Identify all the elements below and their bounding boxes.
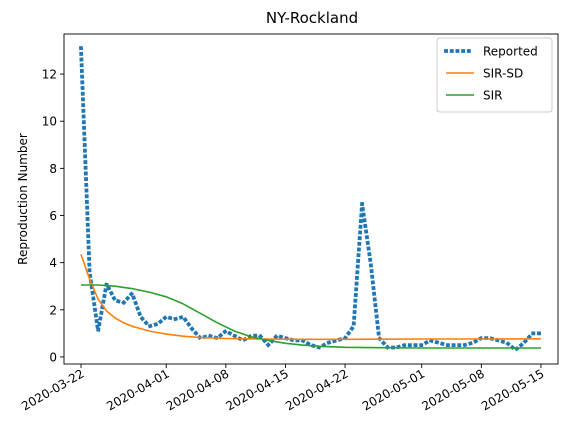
y-tick-label: 2 <box>49 303 57 317</box>
x-tick-label: 2020-04-08 <box>164 366 231 413</box>
x-tick-label: 2020-05-08 <box>419 366 486 413</box>
chart-title: NY-Rockland <box>266 9 358 27</box>
y-tick-label: 10 <box>42 115 57 129</box>
y-tick-label: 12 <box>42 68 57 82</box>
legend-box <box>436 37 553 113</box>
x-tick-label: 2020-04-15 <box>224 366 291 413</box>
legend: Reported SIR-SD SIR <box>436 37 553 113</box>
series-line-reported <box>79 46 543 353</box>
legend-label: Reported <box>483 45 538 59</box>
x-tick-label: 2020-04-22 <box>283 366 350 413</box>
y-tick-label: 0 <box>49 350 57 364</box>
y-axis-label: Reproduction Number <box>16 133 30 265</box>
x-tick-label: 2020-03-22 <box>19 366 86 413</box>
y-tick-label: 4 <box>49 256 57 270</box>
y-tick-label: 8 <box>49 162 57 176</box>
y-tick-label: 6 <box>49 209 57 223</box>
legend-label: SIR-SD <box>483 67 523 81</box>
x-tick-label: 2020-04-01 <box>104 366 171 413</box>
x-tick-label: 2020-05-15 <box>479 366 546 413</box>
legend-label: SIR <box>483 89 503 103</box>
series-line-sir <box>81 284 541 349</box>
series-line-sir-sd <box>80 254 542 341</box>
x-tick-label: 2020-05-01 <box>360 366 427 413</box>
axes-frame <box>63 33 559 365</box>
